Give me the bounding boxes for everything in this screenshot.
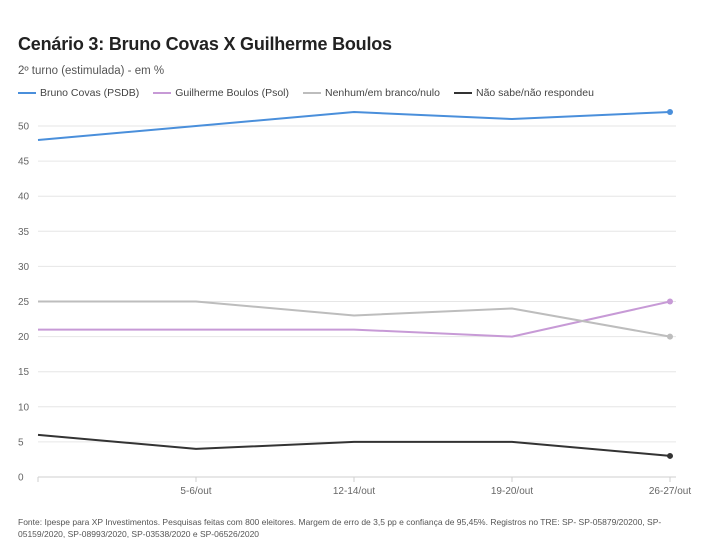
y-tick-label-0: 0 xyxy=(18,473,24,484)
series-line-1 xyxy=(38,300,671,338)
legend-item-boulos[interactable]: Guilherme Boulos (Psol) xyxy=(153,87,289,99)
source-note: Fonte: Ipespe para XP Investimentos. Pes… xyxy=(18,517,662,539)
legend-swatch-nao-sabe xyxy=(453,92,472,94)
x-tick-label-4: 26-27/out xyxy=(649,486,691,497)
series-end-point-1 xyxy=(667,298,673,305)
x-tick-label-2: 12-14/out xyxy=(333,486,375,497)
series-end-point-2 xyxy=(667,333,673,340)
y-tick-label-25: 25 xyxy=(18,297,30,308)
legend-item-nenhum[interactable]: Nenhum/em branco/nulo xyxy=(303,87,440,99)
legend-label-boulos: Guilherme Boulos (Psol) xyxy=(175,87,289,99)
y-tick-label-40: 40 xyxy=(18,192,30,203)
chart-legend: Bruno Covas (PSDB) Guilherme Boulos (Pso… xyxy=(18,87,608,99)
x-tick-label-3: 19-20/out xyxy=(491,486,533,497)
y-tick-label-30: 30 xyxy=(18,262,30,273)
series-line-2 xyxy=(38,300,671,338)
y-tick-label-35: 35 xyxy=(18,227,30,238)
legend-swatch-boulos xyxy=(153,92,172,94)
line-chart: 0 5 10 15 20 25 30 35 40 45 50 5-6/out 12-14/out 19-2… xyxy=(18,108,691,497)
series-line-3 xyxy=(37,433,671,457)
legend-label-nenhum: Nenhum/em branco/nulo xyxy=(325,87,440,99)
chart-title: Cenário 3: Bruno Covas X Guilherme Boulo… xyxy=(18,34,392,54)
y-tick-label-5: 5 xyxy=(18,437,24,448)
series-end-point-3 xyxy=(667,452,673,459)
x-tick-label-1: 5-6/out xyxy=(180,486,211,497)
legend-label-covas: Bruno Covas (PSDB) xyxy=(40,87,140,99)
legend-item-nao-sabe[interactable]: Não sabe/não respondeu xyxy=(453,87,594,99)
y-tick-label-15: 15 xyxy=(18,367,30,378)
legend-label-nao-sabe: Não sabe/não respondeu xyxy=(475,87,594,99)
y-tick-label-20: 20 xyxy=(18,332,30,343)
series-end-point-0 xyxy=(667,108,673,115)
series-line-0 xyxy=(37,111,671,141)
legend-swatch-nenhum xyxy=(303,92,321,94)
legend-swatch-covas xyxy=(18,92,36,94)
y-tick-label-10: 10 xyxy=(18,402,30,413)
legend-item-covas[interactable]: Bruno Covas (PSDB) xyxy=(18,87,139,99)
chart-subtitle: 2º turno (estimulada) - em % xyxy=(18,65,165,77)
y-tick-label-50: 50 xyxy=(18,122,30,133)
y-tick-label-45: 45 xyxy=(18,157,30,168)
